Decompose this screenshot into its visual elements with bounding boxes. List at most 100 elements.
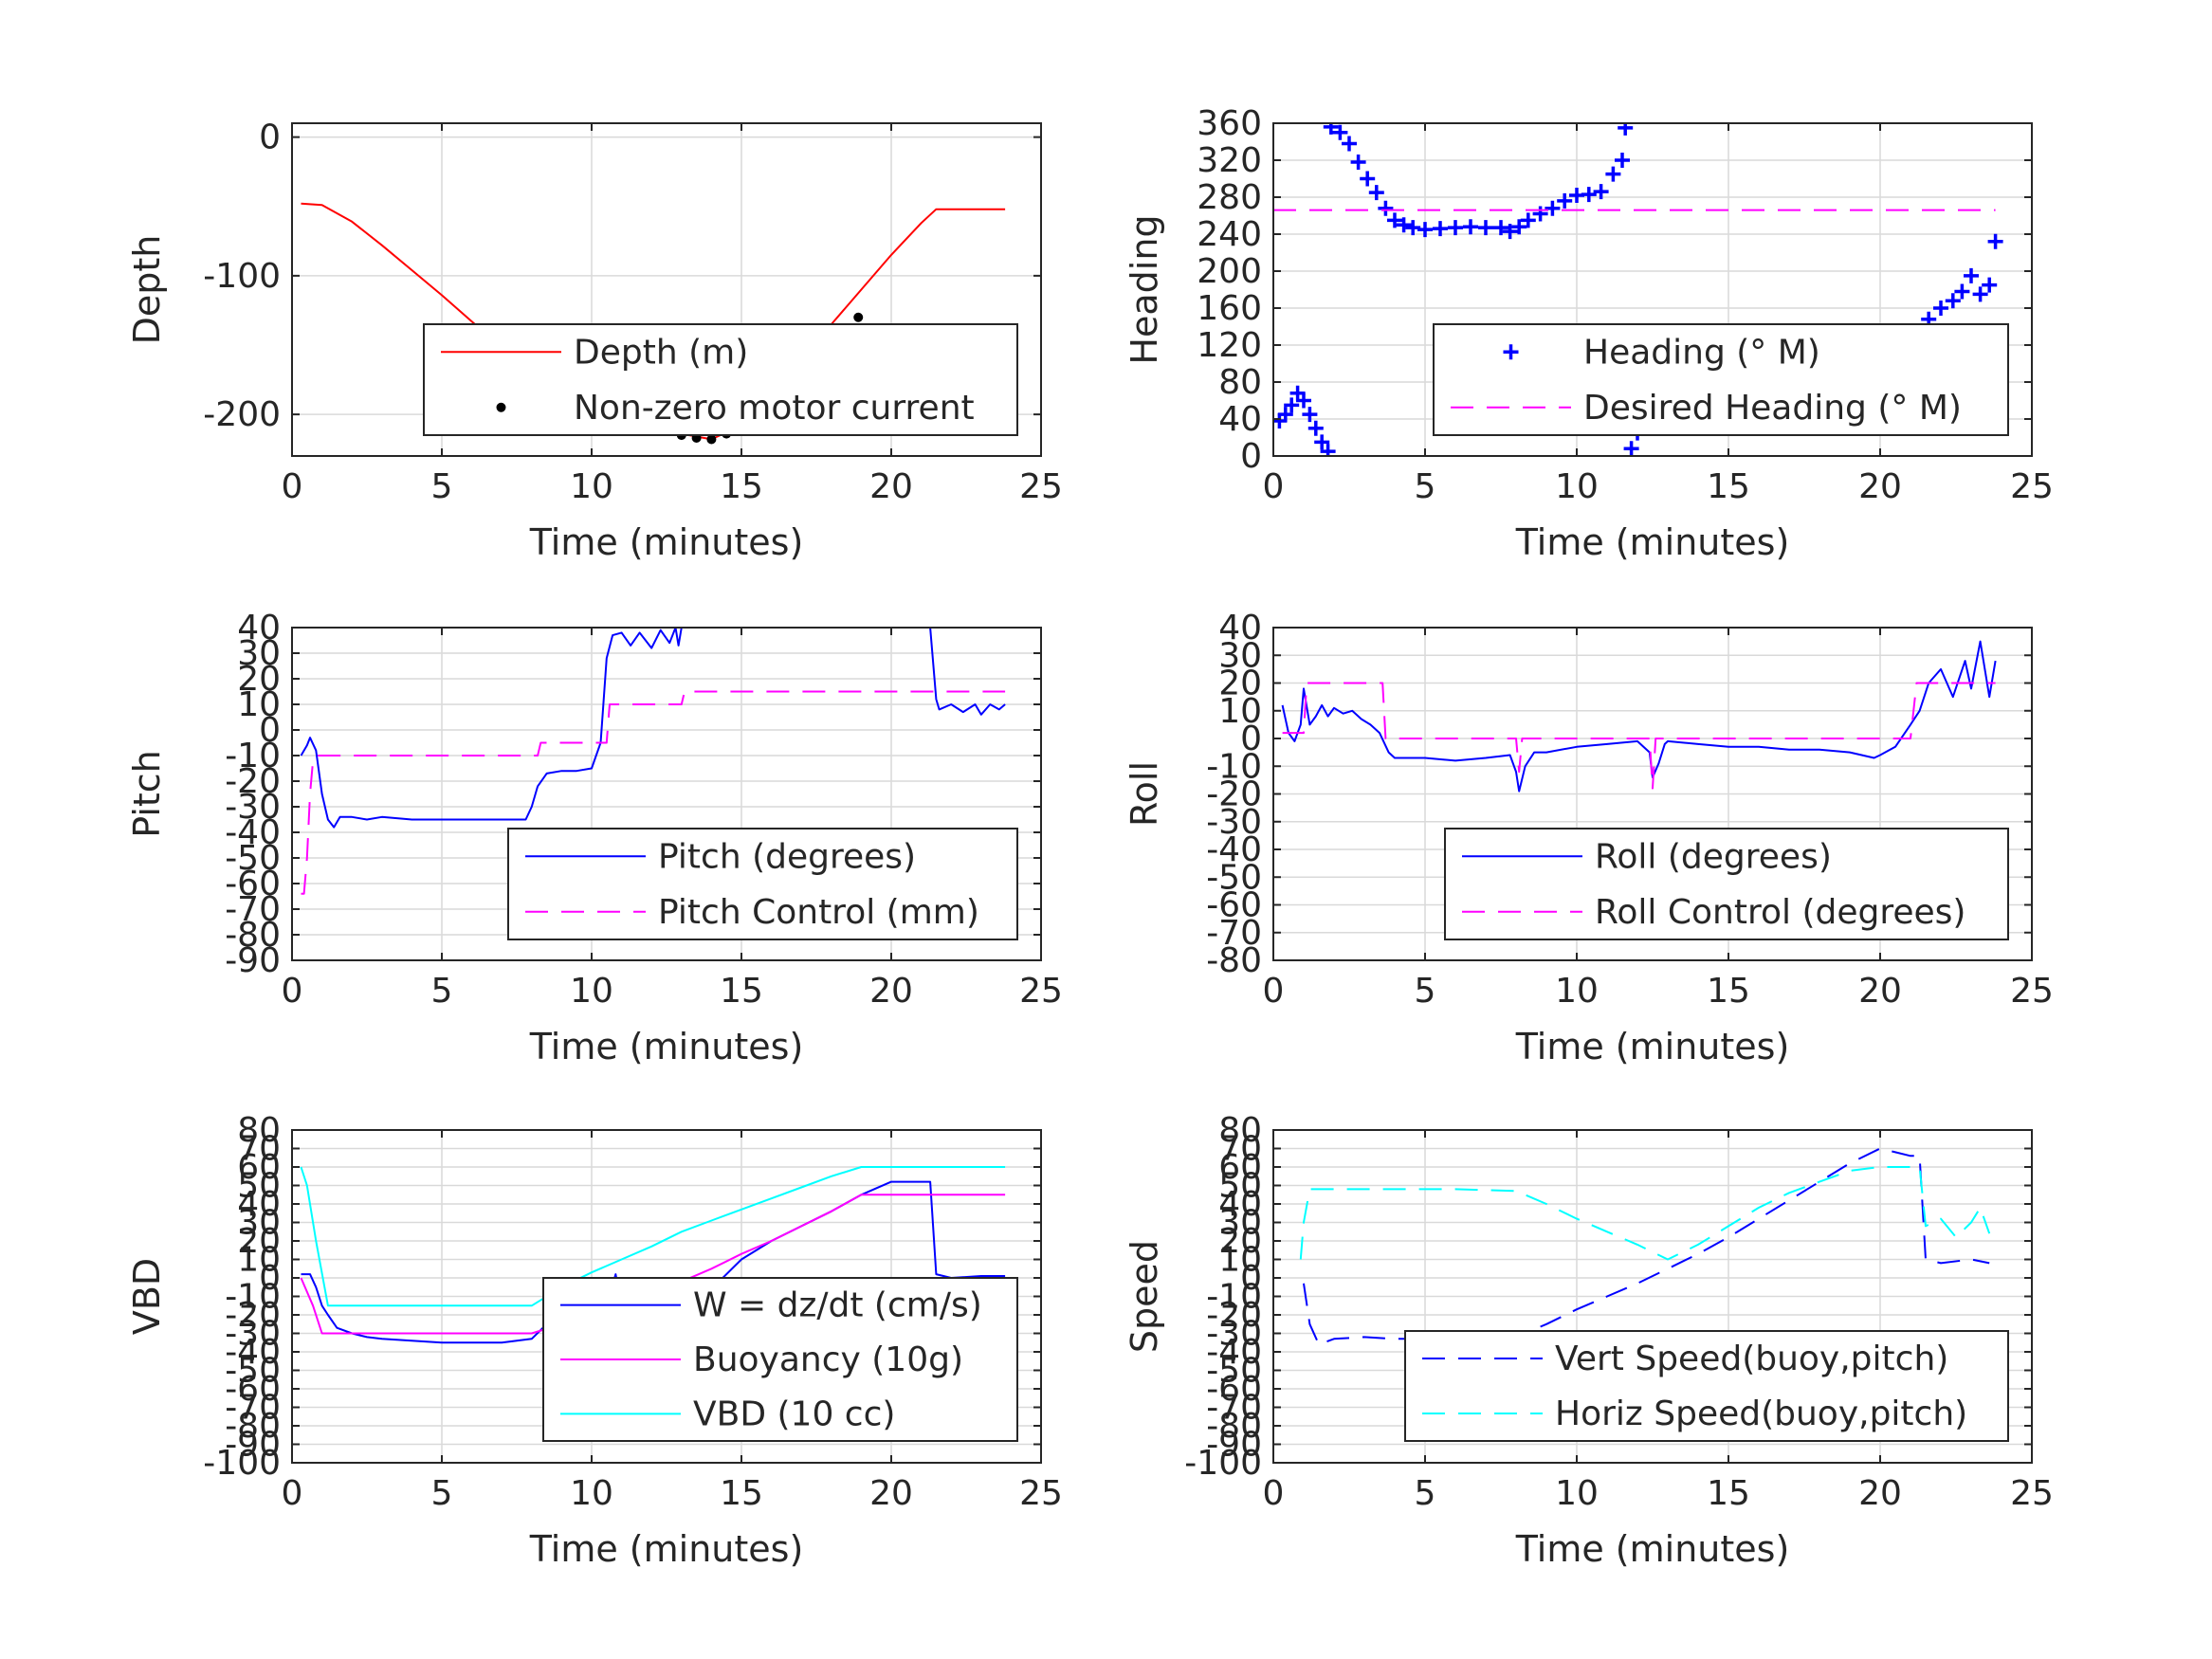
y-tick-label: 120 xyxy=(1197,326,1262,365)
x-tick-label: 25 xyxy=(1019,972,1063,1011)
y-tick-label: 80 xyxy=(237,1111,281,1150)
y-tick-label: 240 xyxy=(1197,215,1262,254)
y-tick-label: -40 xyxy=(1206,1333,1262,1372)
y-tick-label: 50 xyxy=(237,1167,281,1206)
legend-marker xyxy=(1503,344,1519,360)
y-tick-label: -100 xyxy=(203,1444,281,1483)
y-tick-label: 0 xyxy=(259,711,281,750)
x-tick-label: 10 xyxy=(1555,972,1599,1011)
series-line-2 xyxy=(929,628,1006,716)
x-tick-label: 25 xyxy=(2010,1474,2054,1513)
legend-entry: Desired Heading (° M) xyxy=(1583,389,1962,428)
y-tick-label: 40 xyxy=(237,609,281,647)
series-line-1 xyxy=(300,628,683,829)
data-point xyxy=(1520,212,1536,228)
legend-box xyxy=(507,828,1018,940)
series-group xyxy=(1281,640,1997,793)
legend-entry: Roll (degrees) xyxy=(1595,837,1832,876)
y-tick-label: 30 xyxy=(237,634,281,673)
y-tick-label: -50 xyxy=(1206,1352,1262,1391)
x-tick-label: 0 xyxy=(1263,1474,1285,1513)
x-tick-label: 0 xyxy=(1263,467,1285,506)
y-tick-label: 20 xyxy=(1218,665,1262,703)
series-line-3 xyxy=(300,1166,1006,1307)
x-axis-label: Time (minutes) xyxy=(1515,1026,1790,1067)
x-tick-label: 20 xyxy=(1858,1474,1902,1513)
x-tick-label: 20 xyxy=(869,467,913,506)
y-axis-label: VBD xyxy=(126,1258,168,1335)
y-tick-label: 20 xyxy=(1218,1222,1262,1261)
x-tick-label: 10 xyxy=(1555,467,1599,506)
data-point xyxy=(1405,220,1421,236)
x-tick-label: 15 xyxy=(1707,972,1750,1011)
x-tick-label: 15 xyxy=(720,467,763,506)
x-axis-label: Time (minutes) xyxy=(529,1026,804,1067)
x-tick-label: 0 xyxy=(282,467,303,506)
axes-box xyxy=(1272,122,2033,457)
data-point xyxy=(1933,301,1948,316)
x-tick-label: 25 xyxy=(2010,467,2054,506)
legend: Pitch (degrees) Pitch Control (mm) xyxy=(507,828,1018,940)
data-point xyxy=(1581,187,1597,203)
panel-5: 0 5 10 15 20 2580706050403020100-10-20-30-40-… xyxy=(126,1111,1063,1570)
y-tick-label: -90 xyxy=(225,941,281,980)
x-tick-label: 10 xyxy=(570,972,613,1011)
x-tick-label: 5 xyxy=(1415,1474,1436,1513)
data-point xyxy=(1284,397,1300,413)
y-tick-label: 70 xyxy=(237,1130,281,1169)
y-tick-label: 40 xyxy=(1218,1185,1262,1224)
y-tick-label: -60 xyxy=(225,865,281,903)
legend-entry: Roll Control (degrees) xyxy=(1595,893,1965,932)
data-point xyxy=(1368,185,1384,201)
y-tick-label: 80 xyxy=(1218,363,1262,402)
legend-entry: Pitch (degrees) xyxy=(658,837,916,876)
data-point xyxy=(1342,136,1357,152)
series-line-1 xyxy=(1303,1147,1990,1346)
data-point xyxy=(1945,293,1961,309)
x-tick-label: 25 xyxy=(1019,1474,1063,1513)
y-tick-label: 10 xyxy=(1218,692,1262,731)
legend-entry: Vert Speed(buoy,pitch) xyxy=(1555,1340,1948,1378)
y-tick-label: -30 xyxy=(1206,803,1262,842)
data-point xyxy=(1478,220,1493,236)
data-point xyxy=(1360,171,1376,187)
data-point xyxy=(1320,444,1336,456)
y-tick-label: -60 xyxy=(1206,1370,1262,1409)
y-tick-label: -70 xyxy=(225,890,281,929)
y-tick-label: 40 xyxy=(1218,609,1262,647)
legend-entry: Depth (m) xyxy=(574,333,748,372)
y-tick-label: 0 xyxy=(259,118,281,157)
series-line-2 xyxy=(1282,682,1996,790)
legend-box xyxy=(1404,1330,2009,1442)
data-point xyxy=(1545,200,1561,216)
x-tick-label: 5 xyxy=(431,1474,453,1513)
y-axis-label: Depth xyxy=(126,235,168,345)
series-line-2 xyxy=(1299,1166,1991,1261)
x-tick-label: 0 xyxy=(282,1474,303,1513)
data-point xyxy=(1323,123,1339,135)
y-tick-label: 30 xyxy=(237,1204,281,1243)
data-point xyxy=(1618,123,1634,136)
data-point xyxy=(1987,233,2003,249)
x-tick-label: 5 xyxy=(1415,972,1436,1011)
x-tick-label: 15 xyxy=(720,972,763,1011)
axes-box xyxy=(291,122,1042,457)
legend-box xyxy=(1444,828,2009,940)
y-tick-label: -100 xyxy=(203,257,281,296)
data-point xyxy=(1448,220,1463,236)
legend-entry: VBD (10 cc) xyxy=(693,1395,895,1433)
y-tick-label: -10 xyxy=(1206,747,1262,786)
x-axis-label: Time (minutes) xyxy=(529,1528,804,1570)
y-tick-label: -10 xyxy=(225,1278,281,1317)
y-axis-label: Pitch xyxy=(126,750,168,838)
series-group xyxy=(300,628,1006,895)
legend-entry: Buoyancy (10g) xyxy=(693,1340,963,1379)
x-tick-label: 20 xyxy=(1858,972,1902,1011)
x-tick-label: 0 xyxy=(1263,972,1285,1011)
x-tick-label: 20 xyxy=(1858,467,1902,506)
x-tick-label: 25 xyxy=(1019,467,1063,506)
y-tick-label: 280 xyxy=(1197,178,1262,217)
y-tick-label: 30 xyxy=(1218,636,1262,675)
legend-entry: Heading (° M) xyxy=(1583,333,1820,372)
